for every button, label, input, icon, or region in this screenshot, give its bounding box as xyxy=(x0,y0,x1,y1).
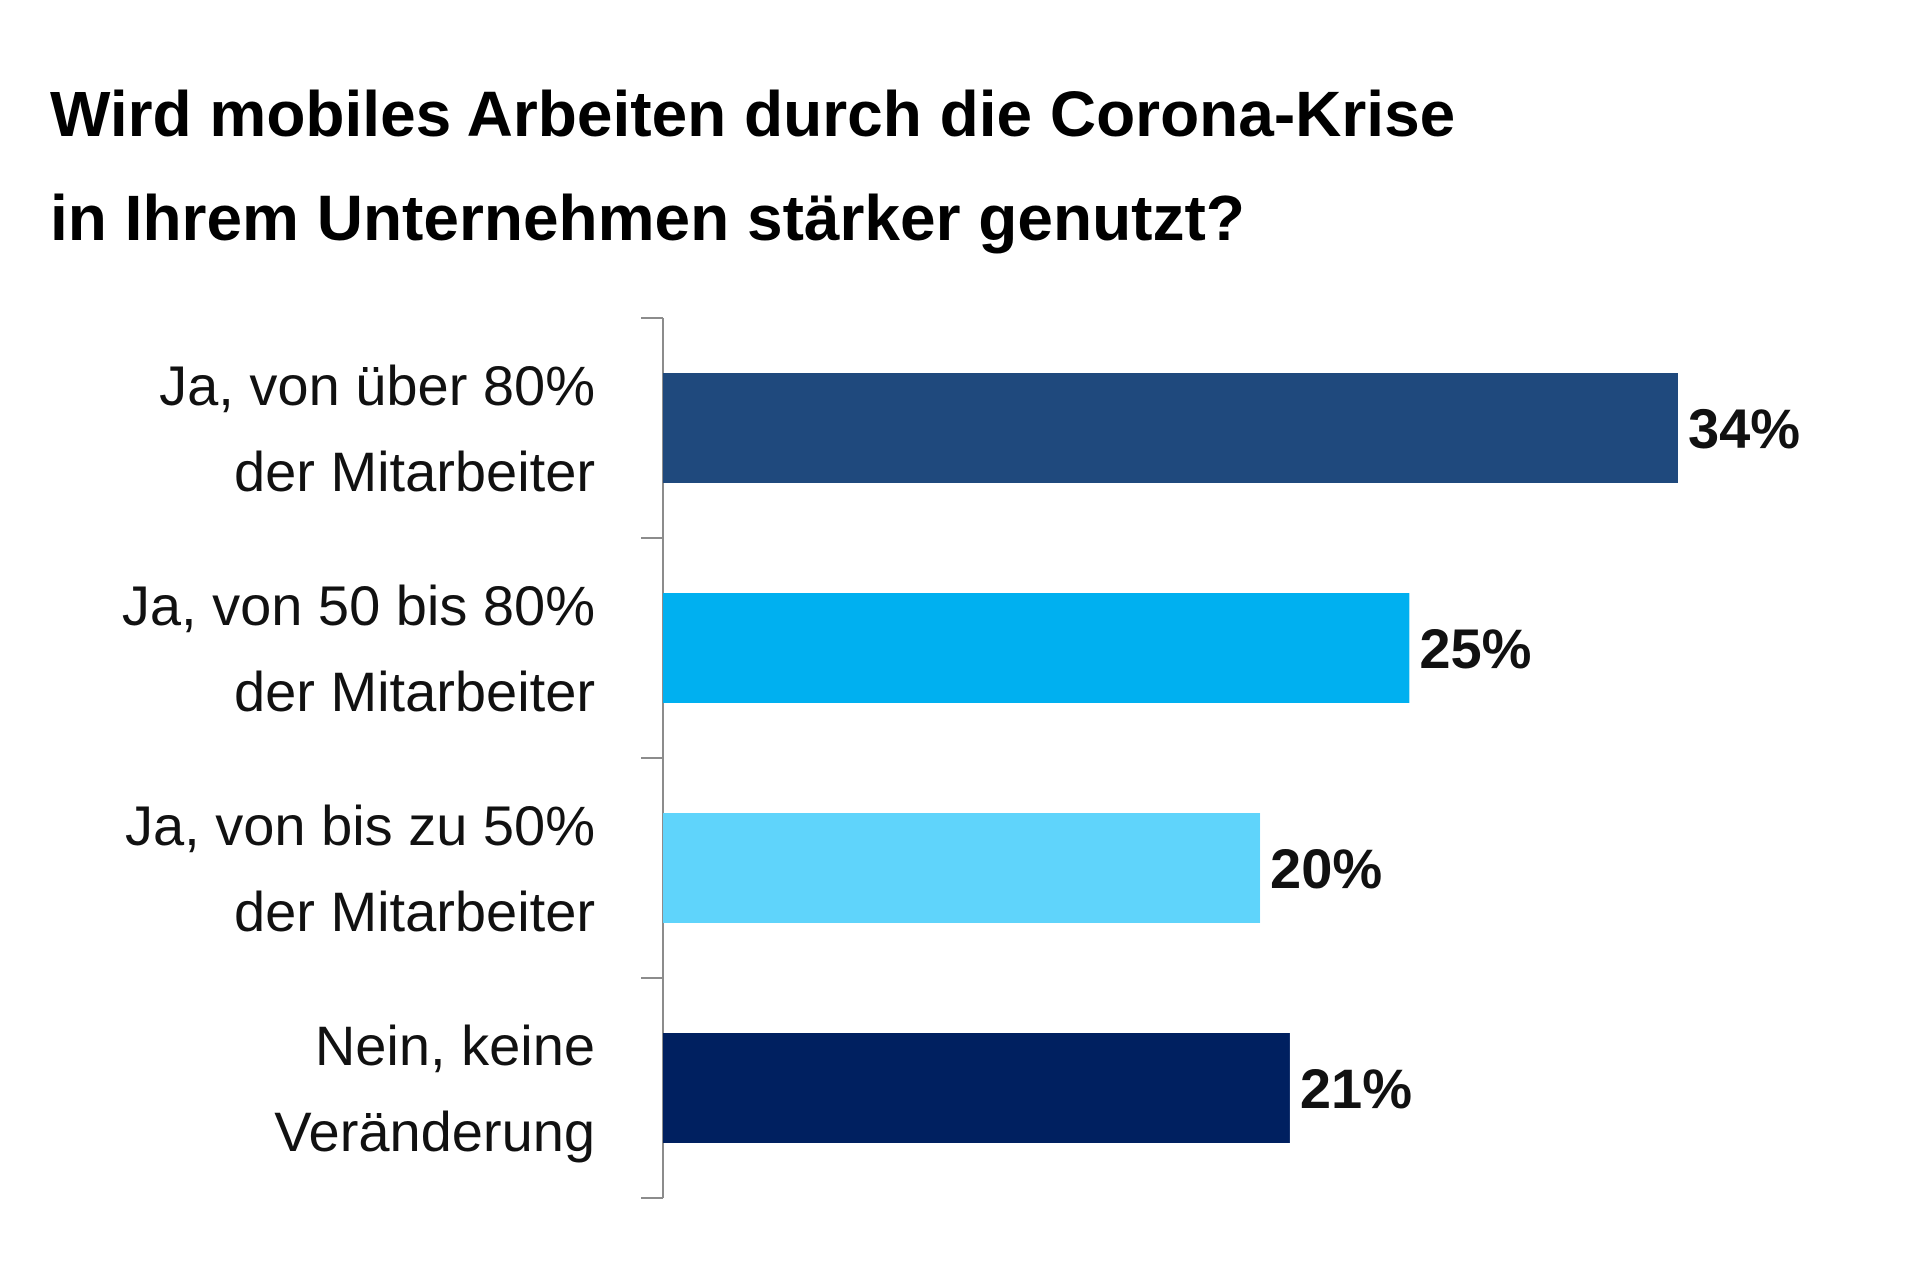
title-line-1: Wird mobiles Arbeiten durch die Corona-K… xyxy=(50,78,1456,150)
category-label-1-line-2: der Mitarbeiter xyxy=(234,440,595,503)
value-label-1: 34% xyxy=(1688,397,1800,460)
category-label-1-line-1: Ja, von über 80% xyxy=(159,354,595,417)
category-label-2-line-1: Ja, von 50 bis 80% xyxy=(122,574,595,637)
bar-2 xyxy=(663,593,1410,703)
bar-1 xyxy=(663,373,1678,483)
category-label-3-line-2: der Mitarbeiter xyxy=(234,880,595,943)
category-label-3-line-1: Ja, von bis zu 50% xyxy=(125,794,595,857)
bar-4 xyxy=(663,1033,1290,1143)
value-label-4: 21% xyxy=(1300,1057,1412,1120)
value-label-3: 20% xyxy=(1270,837,1382,900)
category-label-4-line-2: Veränderung xyxy=(274,1100,595,1163)
category-label-4-line-1: Nein, keine xyxy=(315,1014,595,1077)
chart-title: Wird mobiles Arbeiten durch die Corona-K… xyxy=(50,62,1850,270)
category-label-2-line-2: der Mitarbeiter xyxy=(234,660,595,723)
title-line-2: in Ihrem Unternehmen stärker genutzt? xyxy=(50,182,1245,254)
bar-3 xyxy=(663,813,1261,923)
value-label-2: 25% xyxy=(1419,617,1531,680)
